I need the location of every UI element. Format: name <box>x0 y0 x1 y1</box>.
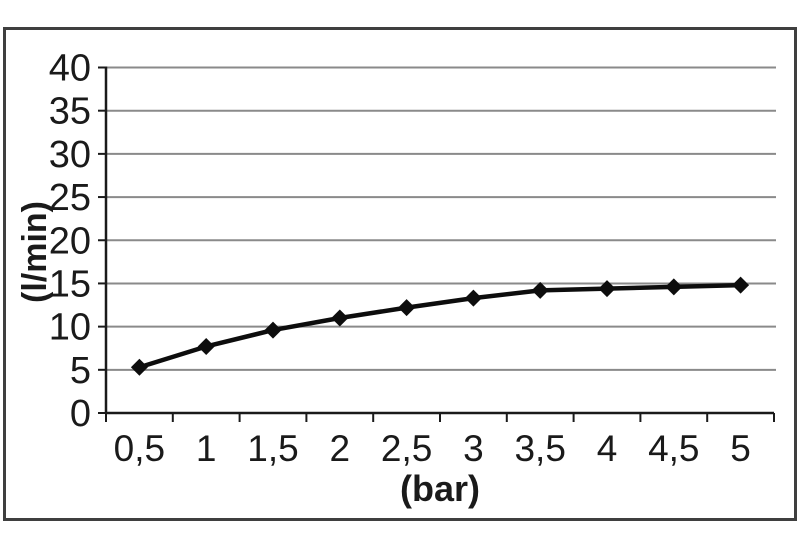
x-tick-label: 2,5 <box>381 428 432 469</box>
data-point-marker <box>197 337 215 355</box>
x-tick-label: 4,5 <box>648 428 699 469</box>
y-tick-label: 35 <box>49 91 91 133</box>
y-tick-label: 20 <box>49 220 91 262</box>
x-tick-label: 1,5 <box>247 428 298 469</box>
y-tick-label: 5 <box>70 350 91 392</box>
data-point-marker <box>130 358 148 376</box>
y-tick-label: 10 <box>49 307 91 349</box>
y-axis-title: (l/min) <box>16 201 54 303</box>
x-axis-title: (bar) <box>400 468 480 509</box>
data-point-marker <box>598 280 616 298</box>
x-tick-label: 1 <box>196 428 217 469</box>
y-tick-label: 30 <box>49 134 91 176</box>
tick-marks <box>98 66 775 422</box>
y-tick-label: 25 <box>49 177 91 219</box>
data-point-marker <box>732 276 750 294</box>
series <box>130 276 750 376</box>
data-point-marker <box>398 299 416 317</box>
data-point-marker <box>264 321 282 339</box>
x-tick-label: 0,5 <box>114 428 165 469</box>
x-tick-label: 4 <box>597 428 618 469</box>
y-tick-label: 0 <box>70 393 91 435</box>
data-point-marker <box>331 309 349 327</box>
x-tick-label: 2 <box>330 428 351 469</box>
x-tick-label: 5 <box>730 428 751 469</box>
data-point-marker <box>665 278 683 296</box>
series-line <box>138 282 741 370</box>
data-point-marker <box>464 289 482 307</box>
y-tick-label: 15 <box>49 263 91 305</box>
gridlines <box>106 66 776 371</box>
axis-titles: (bar) (l/min) <box>16 201 480 509</box>
chart-frame <box>3 27 797 521</box>
data-point-marker <box>531 281 549 299</box>
x-tick-label: 3 <box>463 428 484 469</box>
x-tick-label: 3,5 <box>514 428 565 469</box>
y-tick-label: 40 <box>49 48 91 90</box>
